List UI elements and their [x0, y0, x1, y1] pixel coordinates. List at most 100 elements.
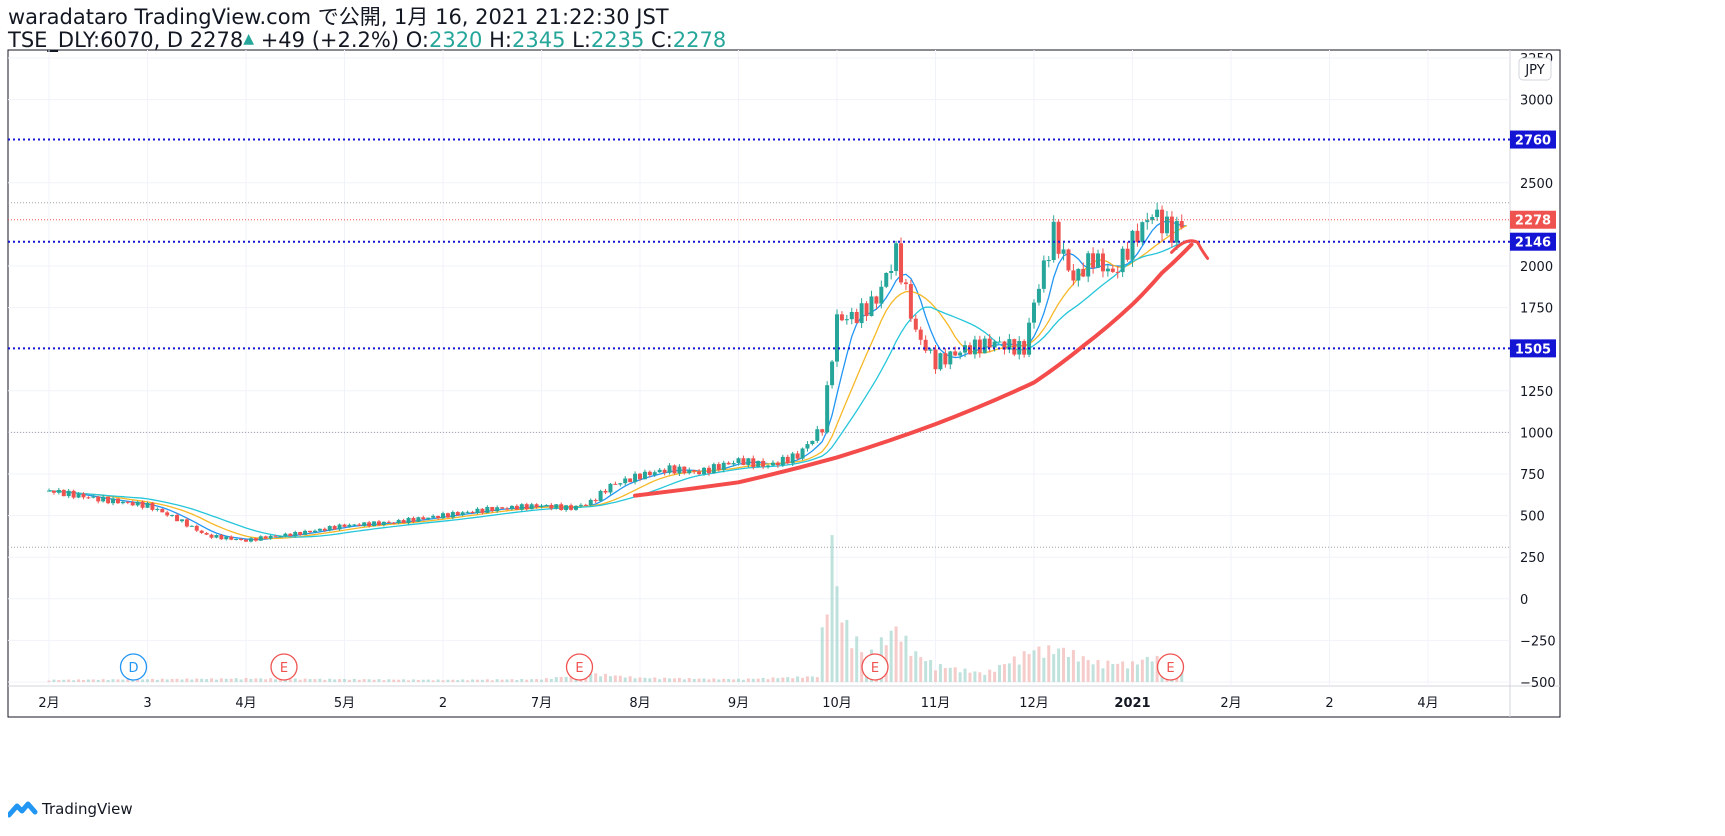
price-line-badge-label: 2760 — [1515, 134, 1551, 149]
volume-bar — [195, 678, 199, 682]
candle-body — [96, 496, 101, 502]
candle-body — [1056, 221, 1061, 254]
volume-bar — [540, 679, 543, 682]
candle-body — [933, 349, 938, 370]
candle-body — [835, 314, 839, 362]
volume-bar — [1042, 657, 1046, 682]
low-label: L: — [572, 28, 591, 52]
x-tick-label: 8月 — [629, 696, 650, 711]
candle-body — [263, 536, 268, 539]
volume-bar — [180, 679, 184, 682]
volume-bar — [229, 678, 233, 682]
candle-body — [854, 311, 859, 324]
candle-body — [1110, 268, 1115, 272]
volume-bar — [264, 679, 268, 682]
candle-body — [780, 456, 785, 466]
last-price-badge — [1510, 210, 1556, 229]
volume-bar — [948, 667, 952, 682]
volume-bar — [1071, 650, 1075, 682]
x-tick-label: 7月 — [531, 696, 552, 711]
volume-bar — [554, 677, 558, 682]
candle-body — [879, 286, 884, 304]
candle-body — [431, 515, 436, 518]
volume-bar — [1111, 664, 1115, 682]
candle-body — [687, 470, 692, 474]
candle-body — [1160, 209, 1165, 234]
last-price: 2278 — [189, 28, 244, 52]
volume-bar — [254, 678, 258, 682]
candle-body — [928, 349, 933, 351]
candle-body — [342, 524, 347, 527]
volume-bar — [333, 679, 337, 682]
candle-body — [559, 504, 564, 511]
volume-bar — [318, 678, 322, 682]
candle-body — [697, 471, 702, 475]
candle-body — [352, 524, 357, 526]
publisher-line: waradataro TradingView.com で公開, 1月 16, 2… — [8, 5, 669, 29]
candle-body — [1169, 216, 1174, 243]
volume-bar — [446, 679, 450, 682]
candle-body — [367, 522, 372, 527]
volume-bar — [411, 679, 415, 682]
candle-body — [91, 496, 96, 498]
tradingview-logo-icon — [8, 801, 38, 818]
candle-body — [608, 483, 613, 493]
volume-bar — [983, 674, 987, 682]
candle-body — [450, 512, 455, 518]
candle-body — [111, 498, 116, 504]
candle-body — [623, 478, 628, 484]
volume-bar — [825, 614, 829, 682]
candle-body — [977, 339, 982, 354]
volume-bar — [402, 679, 406, 682]
volume-bar — [495, 679, 499, 682]
volume-bar — [328, 678, 332, 682]
candle-body — [746, 458, 751, 466]
up-triangle-icon: ▲ — [243, 31, 255, 47]
candle-body — [445, 513, 450, 518]
x-tick-label: 9月 — [728, 696, 749, 711]
volume-bar — [387, 679, 391, 682]
volume-bar — [352, 678, 356, 682]
candle-body — [347, 524, 352, 527]
volume-bar — [510, 679, 514, 682]
price-line-badge — [1510, 232, 1556, 251]
candle-body — [322, 528, 327, 531]
volume-bar — [1145, 656, 1149, 682]
candle-body — [214, 535, 219, 538]
candle-body — [539, 505, 544, 508]
price-line-badge — [1510, 130, 1556, 149]
chart-frame — [7, 49, 1561, 718]
tradingview-footer: TradingView — [8, 800, 133, 818]
volume-bar — [815, 677, 819, 682]
candle-body — [716, 464, 721, 470]
volume-bar — [1062, 647, 1066, 682]
volume-bar — [978, 672, 982, 682]
candle-body — [170, 514, 175, 516]
volume-bar — [471, 679, 475, 682]
last-price-badge-label: 2278 — [1515, 214, 1551, 229]
candle-body — [667, 465, 672, 473]
volume-bar — [308, 679, 312, 682]
volume-bar — [456, 680, 460, 682]
publish-info: waradataro TradingView.com で公開, 1月 16, 2… — [8, 6, 669, 28]
candle-body — [618, 483, 623, 485]
volume-bar — [845, 619, 849, 682]
volume-bar — [1066, 656, 1070, 682]
candle-body — [56, 489, 61, 493]
candle-body — [1081, 268, 1086, 277]
volume-bar — [722, 678, 726, 682]
volume-bar — [101, 679, 105, 682]
volume-bar — [160, 678, 164, 682]
candle-body — [1155, 209, 1160, 218]
candle-body — [997, 341, 1002, 343]
candle-body — [372, 521, 377, 527]
candle-body — [1012, 339, 1017, 355]
volume-bar — [953, 667, 957, 682]
candle-body — [1076, 268, 1081, 281]
volume-bar — [224, 678, 228, 682]
volume-bar — [1101, 668, 1105, 682]
volume-bar — [766, 679, 770, 682]
volume-bar — [899, 641, 903, 682]
candle-body — [731, 463, 736, 465]
